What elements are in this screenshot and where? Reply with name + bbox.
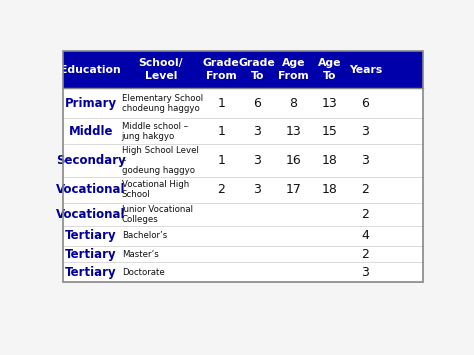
Text: 3: 3 xyxy=(254,125,261,138)
Text: High School Level
–
godeung haggyo: High School Level – godeung haggyo xyxy=(122,146,199,175)
Text: Vocational: Vocational xyxy=(56,183,126,196)
Text: Tertiary: Tertiary xyxy=(65,247,117,261)
Text: 2: 2 xyxy=(361,208,369,221)
Text: Tertiary: Tertiary xyxy=(65,266,117,279)
Text: 13: 13 xyxy=(321,97,337,110)
Text: Elementary School
chodeung haggyo: Elementary School chodeung haggyo xyxy=(122,94,203,113)
Text: 6: 6 xyxy=(361,97,369,110)
Text: 1: 1 xyxy=(218,125,225,138)
Text: 16: 16 xyxy=(285,154,301,167)
Text: 2: 2 xyxy=(218,183,225,196)
Text: Doctorate: Doctorate xyxy=(122,268,164,277)
Text: Age
To: Age To xyxy=(318,59,341,81)
Text: Age
From: Age From xyxy=(278,59,309,81)
Text: 18: 18 xyxy=(321,183,337,196)
Text: 2: 2 xyxy=(361,183,369,196)
Text: 3: 3 xyxy=(361,154,369,167)
Text: 1: 1 xyxy=(218,97,225,110)
Text: 1: 1 xyxy=(218,154,225,167)
Bar xyxy=(63,51,423,282)
Text: School/
Level: School/ Level xyxy=(139,59,183,81)
Text: Secondary: Secondary xyxy=(56,154,126,167)
Text: Bachelor’s: Bachelor’s xyxy=(122,231,167,240)
Text: Education: Education xyxy=(61,65,121,75)
Bar xyxy=(63,88,423,282)
Text: 3: 3 xyxy=(361,125,369,138)
Text: Middle school –
jung hakgyo: Middle school – jung hakgyo xyxy=(122,122,188,141)
Text: 6: 6 xyxy=(254,97,261,110)
Text: 3: 3 xyxy=(361,266,369,279)
Text: Primary: Primary xyxy=(65,97,117,110)
Text: Years: Years xyxy=(349,65,382,75)
Text: Middle: Middle xyxy=(69,125,113,138)
Text: 17: 17 xyxy=(285,183,301,196)
Text: 13: 13 xyxy=(285,125,301,138)
Text: Tertiary: Tertiary xyxy=(65,229,117,242)
Text: Vocational: Vocational xyxy=(56,208,126,221)
Text: 8: 8 xyxy=(289,97,297,110)
Text: Grade
From: Grade From xyxy=(203,59,240,81)
Text: Junior Vocational
Colleges: Junior Vocational Colleges xyxy=(122,205,194,224)
Text: Master’s: Master’s xyxy=(122,250,158,258)
Text: 15: 15 xyxy=(321,125,337,138)
Text: 3: 3 xyxy=(254,183,261,196)
Bar xyxy=(63,51,423,88)
Text: 4: 4 xyxy=(361,229,369,242)
Text: 3: 3 xyxy=(254,154,261,167)
Text: Grade
To: Grade To xyxy=(239,59,276,81)
Text: Vocational High
School: Vocational High School xyxy=(122,180,189,200)
Text: 18: 18 xyxy=(321,154,337,167)
Text: 2: 2 xyxy=(361,247,369,261)
